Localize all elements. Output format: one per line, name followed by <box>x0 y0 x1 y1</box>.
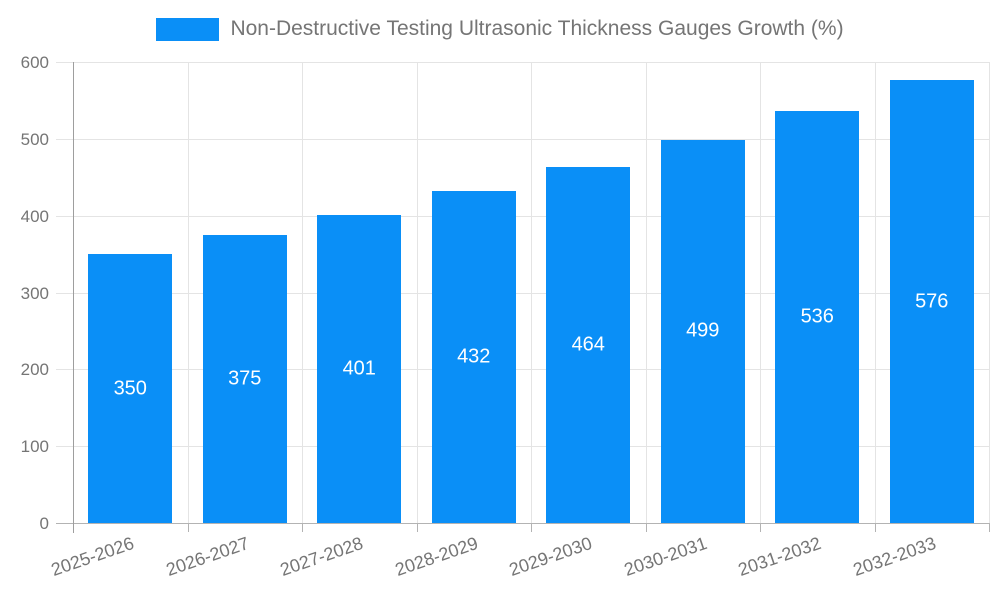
bar-value-label: 401 <box>342 357 376 380</box>
bar-value-label: 375 <box>228 367 262 390</box>
v-gridline <box>989 62 990 523</box>
legend-label: Non-Destructive Testing Ultrasonic Thick… <box>230 17 844 40</box>
y-axis-tick-label: 200 <box>20 360 49 380</box>
x-axis-line <box>56 523 989 524</box>
h-gridline <box>56 292 989 294</box>
y-axis-tick-label: 300 <box>20 283 49 303</box>
bar-value-label: 499 <box>686 319 720 342</box>
h-gridline <box>56 215 989 217</box>
legend-swatch-icon <box>156 17 220 41</box>
bar-2028-2029[interactable] <box>431 191 516 523</box>
y-axis-line <box>73 62 74 533</box>
y-axis-tick-label: 600 <box>20 53 49 72</box>
h-gridline <box>56 138 989 140</box>
plot-area: 0 100 200 300 400 500 600 350 2025-2026 375 2026-2… <box>21 54 990 580</box>
bar-2031-2032[interactable] <box>775 111 860 523</box>
bar-2027-2028[interactable] <box>317 214 402 523</box>
v-gridline <box>645 62 647 523</box>
x-axis-tick <box>531 523 532 532</box>
h-gridline <box>56 446 989 448</box>
bar-2032-2033[interactable] <box>889 80 974 523</box>
bar-2026-2027[interactable] <box>202 234 287 523</box>
x-axis-tick <box>416 523 418 532</box>
bar-2029-2030[interactable] <box>546 166 631 523</box>
y-axis-tick-label: 500 <box>20 129 49 149</box>
y-axis-tick-label: 400 <box>20 206 49 226</box>
v-gridline <box>187 62 189 523</box>
v-gridline <box>531 62 532 523</box>
y-axis-tick-label: 0 <box>39 514 49 533</box>
y-axis-tick-label: 100 <box>20 437 49 457</box>
bar-value-label: 576 <box>915 290 949 313</box>
bar-value-label: 536 <box>800 305 834 328</box>
v-gridline <box>760 62 761 523</box>
x-axis-tick <box>874 523 876 532</box>
x-axis-tick <box>302 523 303 532</box>
bar-2030-2031[interactable] <box>660 139 745 523</box>
v-gridline <box>874 62 876 523</box>
bar-value-label: 432 <box>457 345 491 368</box>
x-axis-tick <box>760 523 761 532</box>
bar-value-label: 350 <box>113 377 147 400</box>
x-axis-tick <box>187 523 189 532</box>
bar-2025-2026[interactable] <box>88 254 173 523</box>
v-gridline <box>416 62 418 523</box>
chart-legend[interactable]: Non-Destructive Testing Ultrasonic Thick… <box>0 17 1000 41</box>
h-gridline <box>56 369 989 371</box>
v-gridline <box>302 62 303 523</box>
x-axis-tick <box>989 523 990 532</box>
x-axis-tick <box>645 523 647 532</box>
bar-value-label: 464 <box>571 333 605 356</box>
h-gridline <box>56 62 989 63</box>
